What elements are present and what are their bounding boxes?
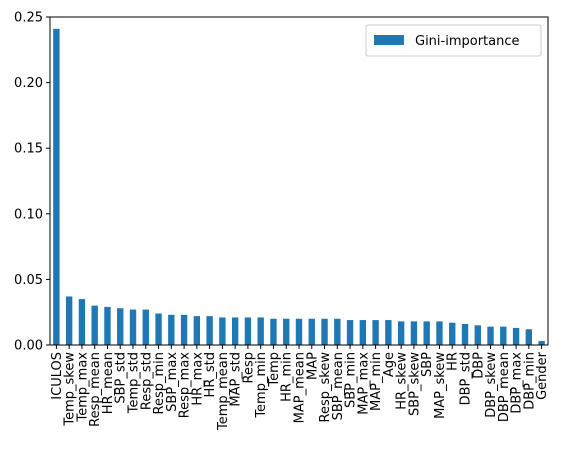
- x-tick-label: HR: [446, 352, 461, 371]
- x-tick-label: Temp: [267, 352, 282, 388]
- bar-group: [53, 28, 545, 346]
- bar-SBP: [423, 321, 430, 345]
- x-tick-label: DBP: [471, 352, 486, 379]
- bar-Age: [385, 320, 392, 345]
- x-tick-label: Age: [382, 352, 397, 377]
- x-tick-label: SBP_max: [165, 352, 180, 412]
- bar-Temp_skew: [65, 296, 73, 345]
- x-tick-label: DBP_min: [522, 352, 537, 410]
- bar-DBP_skew: [487, 326, 494, 345]
- bar-Temp_std: [129, 309, 137, 345]
- bar-DBP_mean: [500, 326, 507, 345]
- x-tick-label: SBP_min: [344, 352, 359, 408]
- x-tick-label: Resp: [241, 352, 256, 383]
- x-tick-label: Temp_std: [127, 352, 142, 414]
- bar-DBP: [474, 325, 481, 345]
- bar-MAP_std: [231, 317, 239, 345]
- x-tick-label: MAP_mean: [293, 352, 308, 423]
- x-tick-label: Resp_mean: [88, 352, 103, 427]
- bar-DBP_max: [512, 327, 520, 345]
- bar-Resp_skew: [321, 318, 328, 345]
- x-tick-label: MAP_std: [229, 352, 244, 407]
- bar-HR_min: [283, 318, 290, 345]
- x-tick-label: Gender: [535, 351, 550, 400]
- x-tick-label: SBP_skew: [407, 352, 422, 416]
- bar-ICULOS: [53, 28, 60, 346]
- x-tick-label: DBP_std: [459, 352, 474, 405]
- x-tick-label: Resp_std: [139, 352, 154, 410]
- bar-MAP_min: [372, 320, 379, 345]
- bar-Temp_max: [78, 299, 86, 345]
- bar-HR_skew: [397, 321, 405, 345]
- x-tick-label: HR_std: [203, 352, 218, 397]
- bar-SBP_mean: [334, 318, 341, 345]
- x-tick-label: Resp_min: [152, 352, 167, 415]
- y-tick-label: 0.15: [14, 142, 43, 157]
- x-tick-label: Resp_skew: [318, 352, 333, 423]
- x-tick-label: Temp_skew: [63, 352, 78, 427]
- bar-SBP_skew: [410, 321, 418, 345]
- bar-Temp_min: [257, 317, 264, 345]
- bar-Resp: [244, 317, 252, 345]
- bar-HR_max: [193, 316, 201, 345]
- bar-Resp_max: [180, 314, 188, 345]
- legend-label: Gini-importance: [415, 34, 520, 49]
- bar-Gender: [538, 341, 545, 345]
- bar-HR_mean: [104, 306, 111, 345]
- bar-SBP_min: [346, 320, 354, 345]
- legend-swatch: [374, 35, 404, 45]
- bar-MAP_skew: [436, 321, 443, 345]
- y-tick-label: 0.25: [14, 11, 43, 26]
- bar-Temp: [270, 318, 277, 345]
- x-tick-label: ICULOS: [50, 352, 65, 400]
- x-tick-label: MAP_min: [369, 352, 384, 411]
- x-tick-label: HR_max: [190, 352, 205, 406]
- y-tick-label: 0.05: [14, 273, 43, 288]
- x-tick-label: MAP: [305, 352, 320, 380]
- x-tick-label: Temp_mean: [216, 352, 231, 431]
- x-tick-label: DBP_mean: [497, 352, 512, 422]
- x-tick-label: DBP_skew: [484, 352, 499, 418]
- x-tick-label: HR_min: [280, 352, 295, 402]
- x-tick-label: MAP_max: [356, 352, 371, 415]
- plot-frame: [49, 16, 549, 346]
- y-tick-label: 0.10: [14, 207, 43, 222]
- bar-Temp_mean: [219, 317, 226, 345]
- y-tick-label: 0.20: [14, 76, 43, 91]
- legend-box: [365, 24, 542, 57]
- bar-Resp_min: [155, 313, 162, 345]
- x-tick-label: HR_skew: [395, 352, 410, 410]
- x-tick-label: SBP: [420, 352, 435, 377]
- bar-DBP_std: [461, 324, 469, 345]
- bar-MAP_mean: [295, 318, 303, 345]
- x-tick-label: DBP_max: [510, 352, 525, 414]
- bar-Resp_std: [142, 309, 149, 345]
- y-tick-label: 0.00: [14, 339, 43, 354]
- x-tick-label: HR_mean: [101, 352, 116, 414]
- x-tick-label: MAP_skew: [433, 352, 448, 419]
- bar-SBP_max: [168, 314, 175, 345]
- bar-HR: [449, 322, 456, 345]
- bar-MAP_max: [359, 320, 367, 345]
- x-tick-label: SBP_std: [114, 352, 129, 404]
- bar-HR_std: [206, 316, 213, 345]
- bar-MAP: [308, 318, 315, 345]
- x-tick-label: SBP_mean: [331, 352, 346, 420]
- x-axis: ICULOSTemp_skewTemp_maxResp_meanHR_meanS…: [50, 345, 550, 431]
- x-tick-label: Temp_min: [254, 352, 269, 419]
- y-axis: 0.00 0.05 0.10 0.15 0.20 0.25: [14, 11, 50, 354]
- x-tick-label: Resp_max: [178, 352, 193, 419]
- legend: Gini-importance: [365, 24, 542, 57]
- x-tick-label: Temp_max: [75, 352, 90, 423]
- bar-DBP_min: [525, 329, 533, 345]
- bar-SBP_std: [117, 308, 124, 345]
- bar-Resp_mean: [91, 305, 98, 345]
